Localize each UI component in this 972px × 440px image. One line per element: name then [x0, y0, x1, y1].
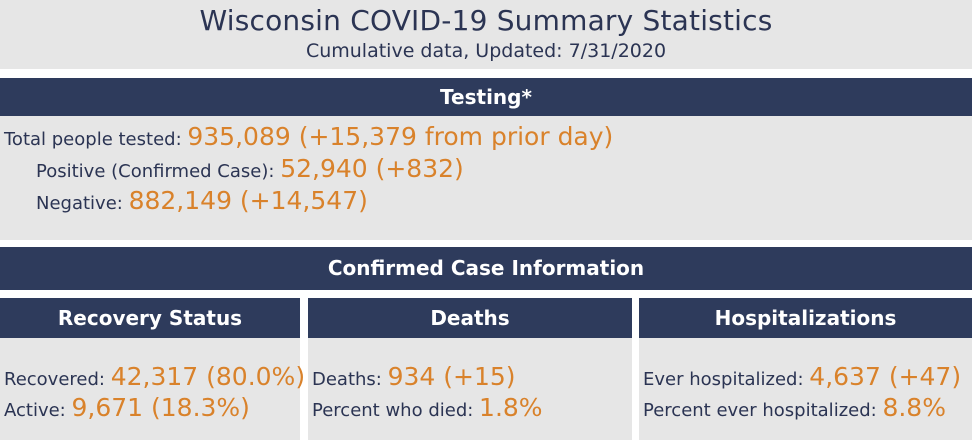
negative-value: 882,149 (+14,547) — [128, 186, 368, 215]
deaths-row: Deaths: 934 (+15) — [312, 362, 516, 391]
page-subtitle: Cumulative data, Updated: 7/31/2020 — [305, 40, 667, 62]
active-label: Active: — [4, 400, 66, 421]
summary-header: Wisconsin COVID-19 Summary Statistics Cu… — [0, 0, 972, 69]
recovery-status-heading: Recovery Status — [0, 298, 300, 338]
confirmed-case-heading: Confirmed Case Information — [0, 247, 972, 290]
testing-heading: Testing* — [0, 78, 972, 116]
positive-label: Positive (Confirmed Case): — [36, 161, 275, 182]
percent-died-label: Percent who died: — [312, 400, 474, 421]
deaths-heading: Deaths — [308, 298, 632, 338]
hospitalizations-heading: Hospitalizations — [639, 298, 972, 338]
percent-died-value: 1.8% — [479, 393, 543, 422]
total-tested-value: 935,089 (+15,379 from prior day) — [187, 122, 614, 151]
recovery-status-panel: Recovered: 42,317 (80.0%) Active: 9,671 … — [0, 338, 305, 440]
active-row: Active: 9,671 (18.3%) — [4, 393, 250, 422]
total-tested-label: Total people tested: — [4, 129, 182, 150]
ever-hospitalized-row: Ever hospitalized: 4,637 (+47) — [643, 362, 961, 391]
ever-hospitalized-value: 4,637 (+47) — [809, 362, 962, 391]
recovered-label: Recovered: — [4, 369, 105, 390]
deaths-panel: Deaths: 934 (+15) Percent who died: 1.8% — [308, 338, 632, 440]
percent-died-row: Percent who died: 1.8% — [312, 393, 543, 422]
hospitalizations-panel: Ever hospitalized: 4,637 (+47) Percent e… — [639, 338, 972, 440]
deaths-value: 934 (+15) — [387, 362, 516, 391]
percent-hospitalized-row: Percent ever hospitalized: 8.8% — [643, 393, 946, 422]
positive-value: 52,940 (+832) — [280, 154, 464, 183]
percent-hospitalized-value: 8.8% — [882, 393, 946, 422]
negative-label: Negative: — [36, 193, 123, 214]
ever-hospitalized-label: Ever hospitalized: — [643, 369, 804, 390]
percent-hospitalized-label: Percent ever hospitalized: — [643, 400, 877, 421]
deaths-label: Deaths: — [312, 369, 382, 390]
page-title: Wisconsin COVID-19 Summary Statistics — [199, 4, 773, 37]
testing-panel: Total people tested: 935,089 (+15,379 fr… — [0, 116, 972, 240]
positive-row: Positive (Confirmed Case): 52,940 (+832) — [36, 154, 464, 183]
active-value: 9,671 (18.3%) — [71, 393, 250, 422]
total-tested-row: Total people tested: 935,089 (+15,379 fr… — [4, 122, 613, 151]
recovered-row: Recovered: 42,317 (80.0%) — [4, 362, 305, 391]
negative-row: Negative: 882,149 (+14,547) — [36, 186, 368, 215]
recovered-value: 42,317 (80.0%) — [110, 362, 306, 391]
